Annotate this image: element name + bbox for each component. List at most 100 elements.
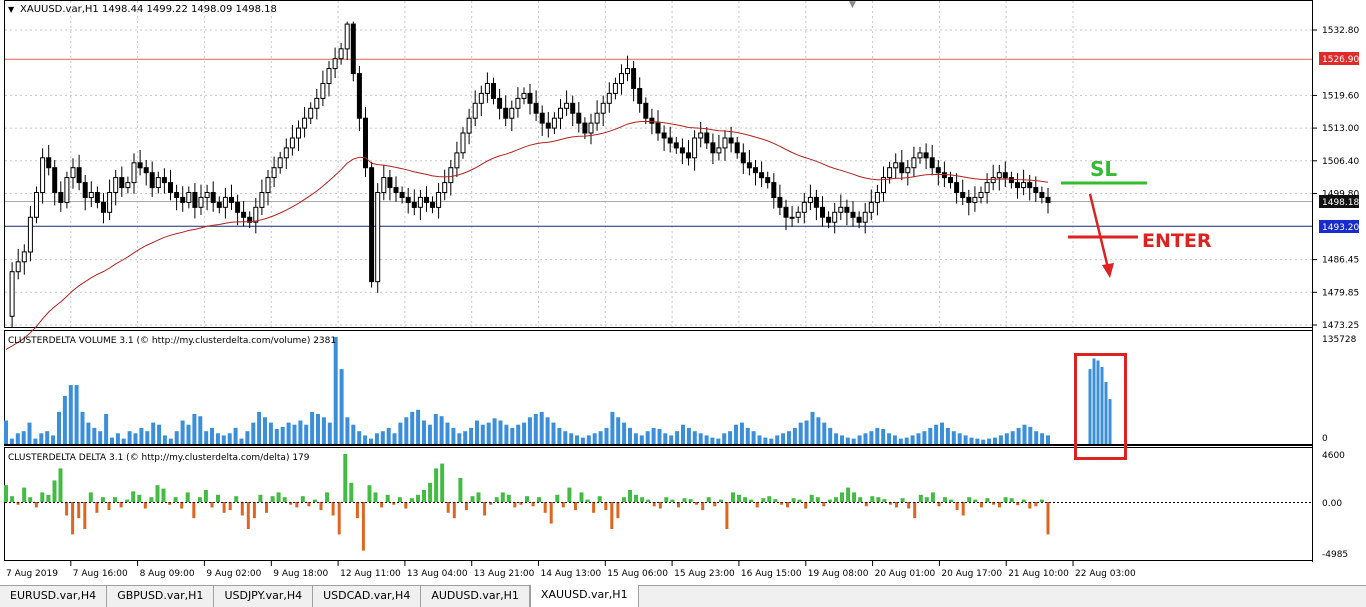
candle-body [210,192,216,203]
chart-menu-arrow[interactable]: ▼ [8,5,15,14]
delta-bar-negative [864,502,868,507]
candle-body [637,88,643,104]
volume-bar [98,431,103,444]
candle-body [649,117,655,124]
volume-bar [1022,424,1027,444]
candle-body [9,271,15,317]
volume-bar [987,438,992,444]
price-label: 1499.80 [1322,190,1359,200]
delta-panel[interactable] [4,447,1313,561]
candle-body [856,216,862,223]
volume-bar-highlight [1088,369,1092,444]
candle-body [631,68,637,89]
volume-bar [798,422,803,444]
candle-body [533,102,539,114]
candle-body [64,177,70,203]
tab-xauusd-h1[interactable]: XAUUSD.var,H1 [529,585,639,607]
price-label: 1519.60 [1322,91,1359,101]
volume-bar [492,418,497,444]
delta-bar-positive [343,454,348,502]
tab-gbpusd-h1[interactable]: GBPUSD.var,H1 [107,586,215,607]
time-label: 12 Aug 11:00 [340,569,401,579]
candle-body [862,211,868,223]
volume-highlight-box [1074,353,1127,460]
delta-bar-positive [185,492,190,502]
time-label: 20 Aug 17:00 [941,569,1002,579]
candle-body [229,196,234,203]
candle-body [235,201,241,213]
volume-bar [192,414,197,444]
candle-body [21,251,27,263]
volume-bar [657,429,662,444]
scroll-marker-icon[interactable]: ▼ [849,0,856,10]
moving-average-line [5,120,1049,350]
delta-bar-positive [349,482,354,502]
volume-bar [681,424,685,444]
tab-usdjpy-h4[interactable]: USDJPY.var,H4 [214,586,314,607]
time-label: 15 Aug 23:00 [674,569,735,579]
candle-body [740,152,746,164]
candle-body [600,102,606,114]
delta-bar-positive [367,485,372,502]
delta-bar-positive [137,494,142,502]
candle-body [990,177,996,184]
delta-bar-positive [1039,499,1044,502]
candle-body [387,177,393,189]
delta-bar-negative [979,502,983,508]
candle-body [271,167,277,179]
delta-bar-positive [809,494,814,502]
delta-bar-positive [4,485,8,502]
volume-bar [486,422,491,444]
price-label: 1532.80 [1322,26,1359,36]
volume-bar [457,433,462,444]
candle-body [753,167,758,174]
time-label: 9 Aug 18:00 [273,569,328,579]
volume-bar [363,435,368,444]
candle-body [302,117,308,129]
candle-body [692,137,698,159]
tab-eurusd-h4[interactable]: EURUSD.var,H4 [0,586,108,607]
chart-canvas[interactable]: ▼ XAUUSD.var,H1 1498.44 1499.22 1498.09 … [0,0,1366,585]
main-chart-panel[interactable] [4,0,1313,328]
delta-bar-negative [822,502,826,507]
candle-body [515,97,521,109]
time-label: 15 Aug 06:00 [607,569,668,579]
volume-bar [1046,435,1050,444]
volume-bar [934,424,939,444]
volume-bar [15,433,20,444]
volume-bar [1016,427,1021,444]
volume-bar [227,433,232,444]
volume-bar [869,431,874,444]
price-axis: 1532.80 1519.60 1513.00 1506.40 1499.80 1486.… [1312,26,1359,331]
delta-bar-positive [203,490,208,502]
candle-body [448,167,454,184]
delta-bar-positive [852,492,857,502]
volume-bar [822,422,827,444]
volume-bar [351,424,356,444]
candle-body [777,196,783,208]
delta-bar-negative [228,502,232,511]
delta-bar-positive [743,497,748,502]
tab-usdcad-h4[interactable]: USDCAD.var,H4 [313,586,422,607]
candle-body [198,196,204,208]
delta-bar-negative [992,502,995,505]
candle-body [1002,172,1008,179]
tab-audusd-h1[interactable]: AUDUSD.var,H1 [421,586,530,607]
delta-bar-positive [88,492,93,502]
candle-body [15,261,21,273]
delta-bar-positive [46,494,51,502]
delta-bar-negative [240,502,244,516]
chart-window[interactable]: ▼ XAUUSD.var,H1 1498.44 1499.22 1498.09 … [0,0,1366,585]
delta-bar-positive [40,492,45,502]
volume-bar [533,414,538,444]
volume-bar [763,437,768,444]
horizontal-levels [5,58,1312,227]
candle-body [204,192,210,198]
volume-bar [792,427,797,444]
volume-bar [239,438,244,444]
candle-body [46,157,52,169]
candle-body [558,107,563,119]
delta-bar-positive [797,499,802,502]
delta-bar-negative [895,502,898,508]
candle-body [996,172,1002,179]
